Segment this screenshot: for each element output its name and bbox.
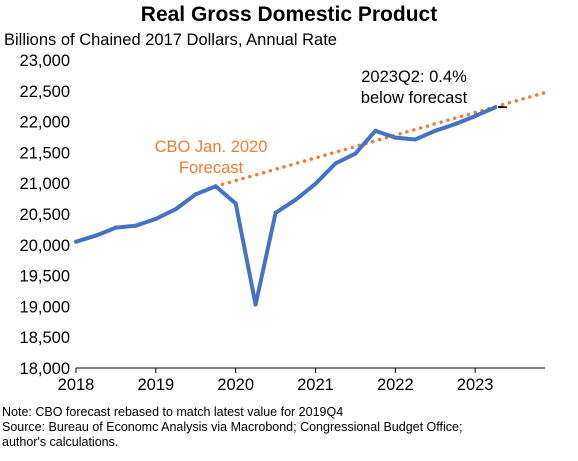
y-tick-label: 20,000 <box>20 237 70 255</box>
y-tick-label: 19,000 <box>20 298 70 316</box>
y-tick-label: 20,500 <box>20 206 70 224</box>
gdp-data-point <box>393 135 398 140</box>
x-tick-label: 2019 <box>137 376 174 394</box>
gdp-data-point <box>433 128 438 133</box>
gap-label-line1: 2023Q2: 0.4% <box>361 68 467 86</box>
gdp-data-point <box>473 114 478 119</box>
gdp-data-point <box>313 181 318 186</box>
chart-subtitle: Billions of Chained 2017 Dollars, Annual… <box>4 31 337 49</box>
gdp-data-point <box>253 302 258 307</box>
x-axis-ticks: 2018 2019 2020 2021 2022 2023 <box>58 368 494 394</box>
note-line-2: Source: Bureau of Economc Analysis via M… <box>2 420 463 434</box>
gdp-data-point <box>74 239 78 244</box>
x-tick-label: 2020 <box>217 376 254 394</box>
y-tick-label: 22,000 <box>20 114 70 132</box>
y-axis-ticks: 18,000 18,500 19,000 19,500 20,000 20,500 21,0… <box>20 52 70 378</box>
note-line-3: author's calculations. <box>2 435 119 449</box>
y-tick-label: 22,500 <box>20 83 70 101</box>
gdp-series-points <box>74 105 498 307</box>
x-tick-label: 2018 <box>58 376 95 394</box>
gdp-data-point <box>153 216 158 221</box>
gdp-data-point <box>413 137 418 142</box>
gdp-series-line <box>75 105 496 307</box>
y-tick-label: 19,500 <box>20 268 70 286</box>
gdp-data-point <box>353 151 358 156</box>
gdp-data-point <box>173 207 178 212</box>
chart-title: Real Gross Domestic Product <box>140 3 438 26</box>
gdp-data-point <box>213 184 218 189</box>
gdp-data-point <box>193 192 198 197</box>
gap-label-line2: below forecast <box>361 89 468 107</box>
y-tick-label: 21,000 <box>20 175 70 193</box>
gdp-data-point <box>453 122 458 127</box>
gap-bracket-marker <box>498 106 508 109</box>
gdp-data-point <box>293 197 298 202</box>
gdp-data-point <box>273 210 278 215</box>
gdp-data-point <box>493 105 498 110</box>
y-tick-label: 18,000 <box>20 360 70 378</box>
gdp-data-point <box>133 223 138 228</box>
forecast-label-line2: Forecast <box>179 159 244 177</box>
y-tick-label: 23,000 <box>20 52 70 70</box>
y-tick-label: 18,500 <box>20 329 70 347</box>
gdp-data-point <box>113 225 118 230</box>
x-tick-label: 2022 <box>377 376 414 394</box>
gdp-data-point <box>333 161 338 166</box>
gdp-data-point <box>373 128 378 133</box>
note-line-1: Note: CBO forecast rebased to match late… <box>2 405 344 419</box>
gdp-data-point <box>93 233 98 238</box>
x-tick-label: 2021 <box>297 376 334 394</box>
gdp-data-point <box>233 201 238 206</box>
x-tick-label: 2023 <box>457 376 494 394</box>
y-tick-label: 21,500 <box>20 144 70 162</box>
forecast-label-line1: CBO Jan. 2020 <box>155 138 268 156</box>
